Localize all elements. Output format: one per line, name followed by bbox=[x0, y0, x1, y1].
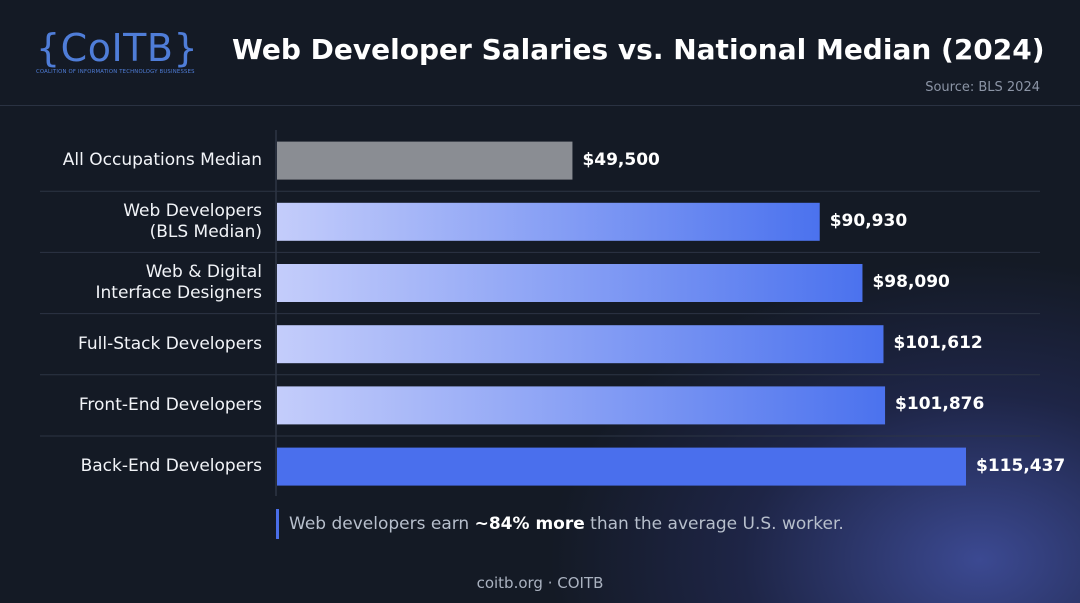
footer-credit: coitb.org · COITB bbox=[476, 574, 604, 592]
category-label-5: Back-End Developers bbox=[80, 456, 262, 477]
value-label-3: $101,612 bbox=[893, 333, 983, 354]
value-label-1: $90,930 bbox=[829, 210, 908, 231]
logo-mark: {CoITB} bbox=[36, 26, 199, 70]
value-label-0: $49,500 bbox=[582, 149, 660, 170]
bar-4 bbox=[277, 386, 886, 425]
chart-title: Web Developer Salaries vs. National Medi… bbox=[232, 33, 1045, 66]
logo-tagline: COALITION OF INFORMATION TECHNOLOGY BUSI… bbox=[36, 69, 195, 75]
bar-5 bbox=[277, 447, 966, 486]
category-label-3: Full-Stack Developers bbox=[78, 333, 262, 354]
bar-0 bbox=[277, 141, 573, 180]
insight-callout: Web developers earn ~84% more than the a… bbox=[276, 509, 844, 539]
value-label-4: $101,876 bbox=[895, 394, 985, 415]
callout-suffix: than the average U.S. worker. bbox=[584, 514, 844, 534]
coitb-logo: {CoITB} COALITION OF INFORMATION TECHNOL… bbox=[36, 26, 216, 86]
callout-prefix: Web developers earn bbox=[289, 514, 475, 534]
source-note: Source: BLS 2024 bbox=[925, 80, 1040, 95]
category-label-1: Web Developers (BLS Median) bbox=[123, 200, 262, 242]
category-label-2: Web & Digital Interface Designers bbox=[95, 262, 262, 303]
category-label-4: Front-End Developers bbox=[78, 394, 262, 415]
value-label-2: $98,090 bbox=[872, 272, 950, 292]
bar-3 bbox=[277, 325, 884, 364]
header-divider bbox=[0, 105, 1080, 106]
value-label-5: $115,437 bbox=[976, 455, 1066, 476]
category-label-0: All Occupations Median bbox=[62, 150, 262, 171]
bar-1 bbox=[277, 202, 820, 241]
bar-2 bbox=[277, 264, 863, 302]
callout-highlight: ~84% more bbox=[474, 514, 585, 534]
